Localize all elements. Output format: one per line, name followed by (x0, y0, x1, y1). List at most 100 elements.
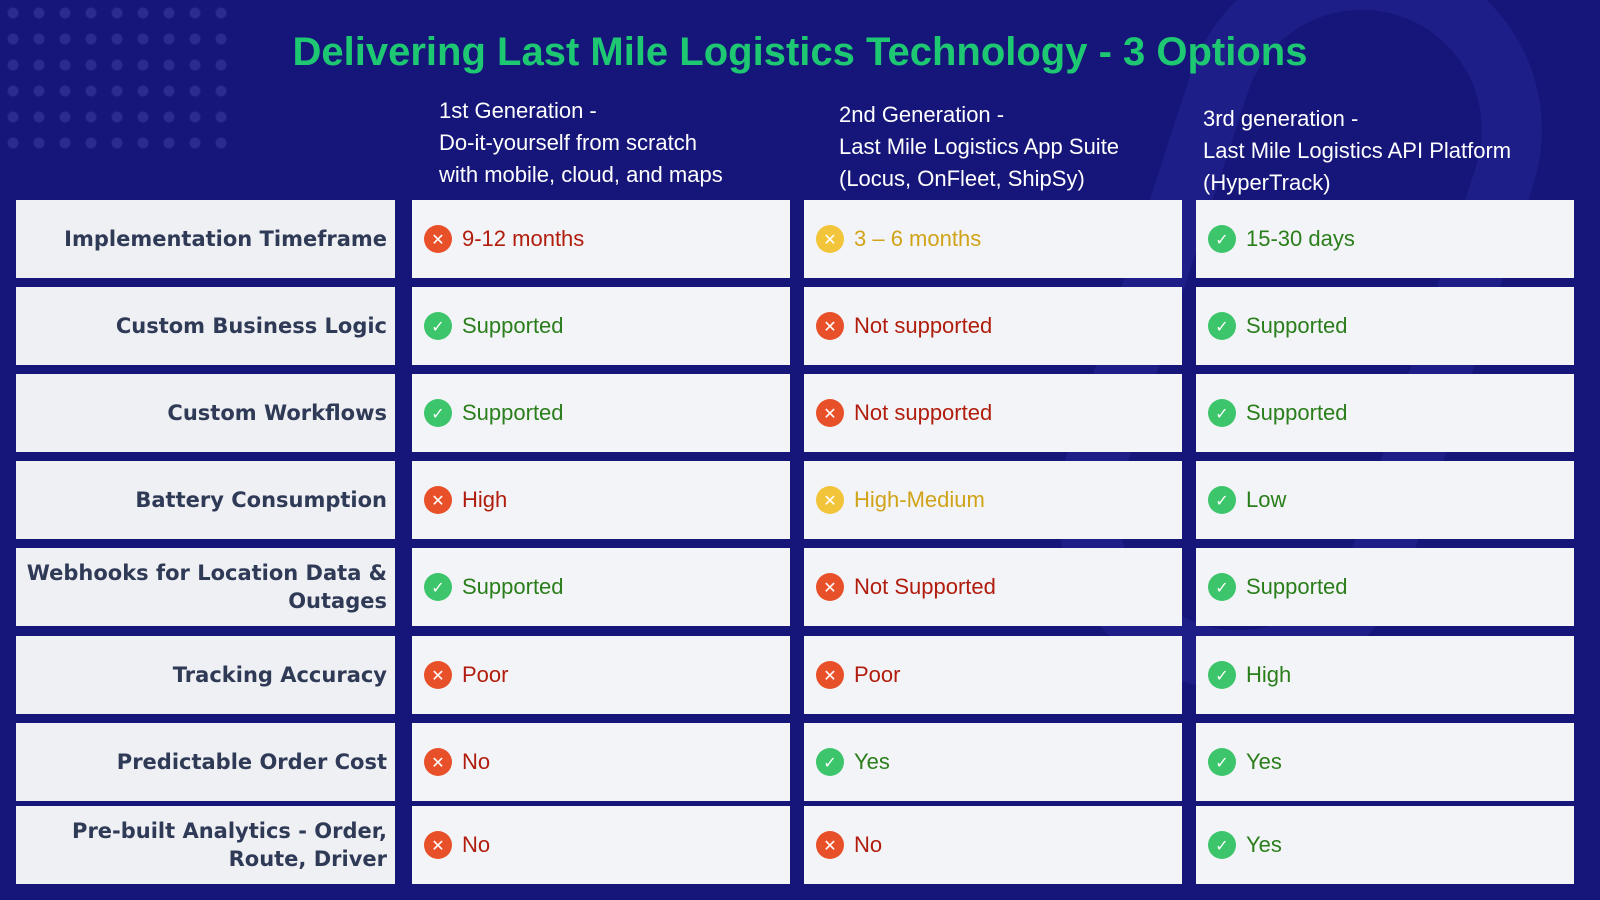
x-circle-icon: ✕ (816, 312, 844, 340)
x-circle-icon: ✕ (424, 486, 452, 514)
column-header-1st-generation: 1st Generation - Do-it-yourself from scr… (439, 95, 723, 191)
column-header-line: Last Mile Logistics API Platform (1203, 138, 1512, 163)
table-cell: ✓ High (1196, 636, 1574, 714)
x-circle-icon: ✕ (424, 831, 452, 859)
table-cell: ✕ High-Medium (804, 461, 1182, 539)
table-row: Battery Consumption ✕ High ✕ High-Medium ✓ Low (16, 461, 1576, 539)
column-header-line: Do-it-yourself from scratch (439, 130, 697, 155)
table-cell: ✕ 9-12 months (412, 200, 790, 278)
check-circle-icon: ✓ (424, 399, 452, 427)
cell-status-text: Supported (462, 400, 564, 425)
table-row: Webhooks for Location Data & Outages ✓ Sup… (16, 548, 1576, 626)
check-circle-icon: ✓ (1208, 748, 1236, 776)
cell-status-text: Yes (1246, 832, 1282, 857)
cell-status-text: Supported (1246, 574, 1348, 599)
table-cell: ✕ Not supported (804, 374, 1182, 452)
table-cell: ✕ Poor (804, 636, 1182, 714)
slide-title: Delivering Last Mile Logistics Technolog… (292, 30, 1308, 74)
table-cell: ✓ Yes (1196, 723, 1574, 801)
cell-status-text: Yes (1246, 749, 1282, 774)
cell-status-text: 9-12 months (462, 226, 585, 251)
row-label: Tracking Accuracy (16, 636, 395, 714)
check-circle-icon: ✓ (1208, 661, 1236, 689)
table-cell: ✓ 15-30 days (1196, 200, 1574, 278)
cell-status-text: No (854, 832, 883, 857)
check-circle-icon: ✓ (1208, 573, 1236, 601)
cell-status-text: High (1246, 662, 1292, 687)
row-label: Webhooks for Location Data & Outages (16, 548, 395, 626)
cell-status-text: Supported (462, 313, 564, 338)
table-row: Predictable Order Cost ✕ No ✓ Yes ✓ Yes (16, 723, 1576, 801)
table-cell: ✕ Poor (412, 636, 790, 714)
table-cell: ✕ Not supported (804, 287, 1182, 365)
check-circle-icon: ✓ (1208, 399, 1236, 427)
column-header-line: with mobile, cloud, and maps (439, 162, 723, 187)
table-cell: ✓ Supported (412, 548, 790, 626)
table-cell: ✓ Supported (1196, 548, 1574, 626)
table-cell: ✓ Low (1196, 461, 1574, 539)
check-circle-icon: ✓ (1208, 312, 1236, 340)
cell-status-text: Poor (854, 662, 901, 687)
cell-status-text: Supported (462, 574, 564, 599)
column-header-line: 3rd generation - (1203, 106, 1359, 131)
cell-status-text: Yes (854, 749, 890, 774)
cell-status-text: Not supported (854, 313, 993, 338)
check-circle-icon: ✓ (1208, 831, 1236, 859)
x-circle-icon: ✕ (424, 661, 452, 689)
check-circle-icon: ✓ (816, 748, 844, 776)
column-header-line: (HyperTrack) (1203, 170, 1331, 195)
cell-status-text: Supported (1246, 400, 1348, 425)
row-label: Custom Business Logic (16, 287, 395, 365)
cell-status-text: 15-30 days (1246, 226, 1355, 251)
table-row: Custom Business Logic ✓ Supported ✕ Not supp… (16, 287, 1576, 365)
cell-status-text: Poor (462, 662, 509, 687)
column-header-line: Last Mile Logistics App Suite (839, 134, 1120, 159)
table-cell: ✕ 3 – 6 months (804, 200, 1182, 278)
column-header-3rd-generation: 3rd generation - Last Mile Logistics API… (1203, 103, 1511, 199)
row-label: Custom Workflows (16, 374, 395, 452)
cell-status-text: Not supported (854, 400, 993, 425)
cell-status-text: High-Medium (854, 487, 985, 512)
x-circle-icon: ✕ (816, 225, 844, 253)
check-circle-icon: ✓ (424, 312, 452, 340)
table-cell: ✓ Supported (1196, 287, 1574, 365)
cell-status-text: Low (1246, 487, 1287, 512)
table-row: Tracking Accuracy ✕ Poor ✕ Poor ✓ High (16, 636, 1576, 714)
x-circle-icon: ✕ (424, 748, 452, 776)
row-label: Battery Consumption (16, 461, 395, 539)
table-row: Implementation Timeframe ✕ 9-12 months ✕ 3 –… (16, 200, 1576, 278)
table-cell: ✓ Supported (412, 287, 790, 365)
x-circle-icon: ✕ (816, 831, 844, 859)
cell-status-text: High (462, 487, 508, 512)
table-cell: ✓ Yes (1196, 806, 1574, 884)
table-cell: ✓ Supported (1196, 374, 1574, 452)
table-cell: ✓ Supported (412, 374, 790, 452)
cell-status-text: Supported (1246, 313, 1348, 338)
cell-status-text: No (462, 832, 491, 857)
table-cell: ✓ Yes (804, 723, 1182, 801)
table-cell: ✕ No (804, 806, 1182, 884)
column-header-line: 1st Generation - (439, 98, 597, 123)
x-circle-icon: ✕ (816, 573, 844, 601)
column-header-line: 2nd Generation - (839, 102, 1005, 127)
cell-status-text: No (462, 749, 491, 774)
row-label: Predictable Order Cost (16, 723, 395, 801)
table-cell: ✕ Not Supported (804, 548, 1182, 626)
check-circle-icon: ✓ (1208, 225, 1236, 253)
table-cell: ✕ No (412, 806, 790, 884)
row-label: Pre-built Analytics - Order, Route, Driv… (16, 806, 395, 884)
check-circle-icon: ✓ (1208, 486, 1236, 514)
table-cell: ✕ High (412, 461, 790, 539)
x-circle-icon: ✕ (424, 225, 452, 253)
background-dot-pattern (0, 0, 230, 160)
cell-status-text: 3 – 6 months (854, 226, 982, 251)
row-label: Implementation Timeframe (16, 200, 395, 278)
table-row: Pre-built Analytics - Order, Route, Driv… (16, 806, 1576, 884)
table-row: Custom Workflows ✓ Supported ✕ Not supported… (16, 374, 1576, 452)
column-header-2nd-generation: 2nd Generation - Last Mile Logistics App… (839, 99, 1119, 195)
x-circle-icon: ✕ (816, 661, 844, 689)
table-cell: ✕ No (412, 723, 790, 801)
cell-status-text: Not Supported (854, 574, 996, 599)
column-header-line: (Locus, OnFleet, ShipSy) (839, 166, 1085, 191)
x-circle-icon: ✕ (816, 399, 844, 427)
